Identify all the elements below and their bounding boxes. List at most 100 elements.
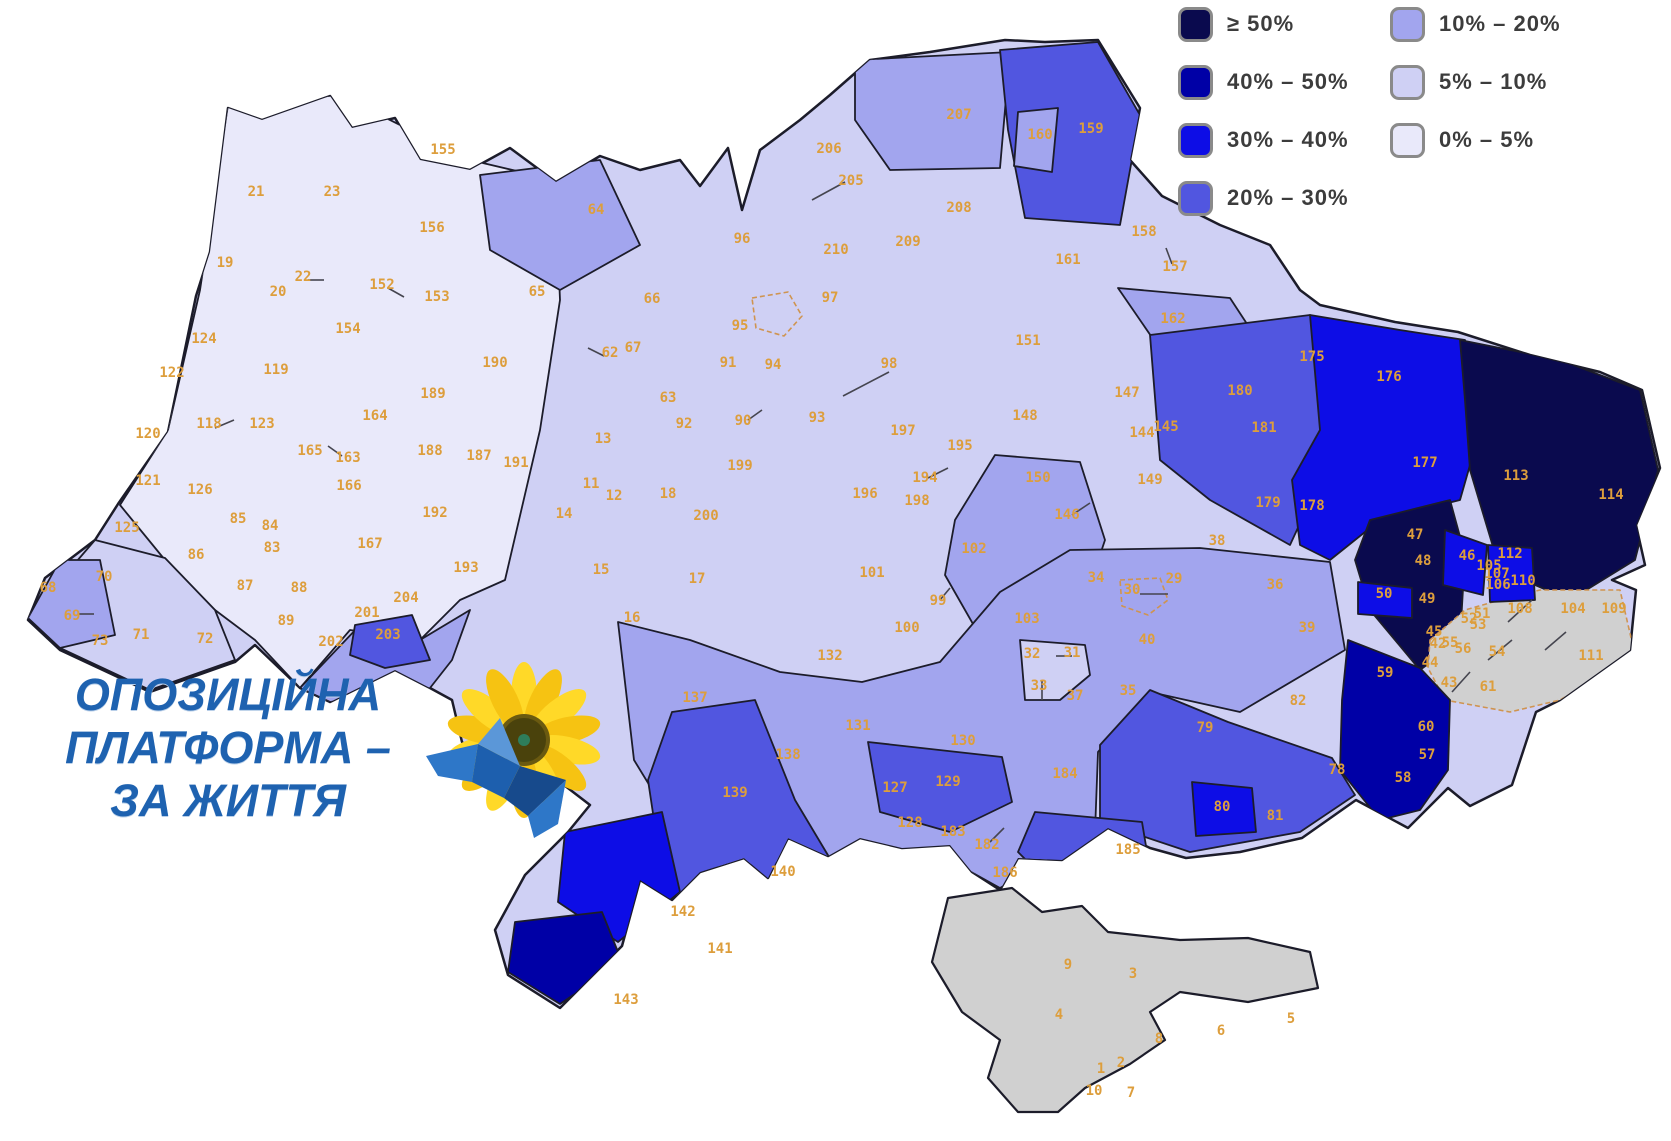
- legend-label: 5% – 10%: [1439, 69, 1548, 94]
- district-label-149: 149: [1137, 472, 1162, 488]
- district-label-125: 125: [114, 520, 139, 536]
- district-label-32: 32: [1024, 646, 1041, 662]
- district-label-130: 130: [950, 733, 975, 749]
- district-label-98: 98: [881, 356, 898, 372]
- district-label-97: 97: [822, 290, 839, 306]
- region-patch-sumy-north: [999, 41, 1141, 226]
- region-patch-dnipro-city-cluster: [1119, 577, 1169, 616]
- district-label-2: 2: [1117, 1055, 1125, 1071]
- district-label-56: 56: [1455, 641, 1472, 657]
- district-label-144: 144: [1129, 425, 1154, 441]
- party-logo-art: [426, 662, 601, 838]
- district-label-47: 47: [1407, 527, 1424, 543]
- district-label-195: 195: [947, 438, 972, 454]
- logo-line-2: ПЛАТФОРМА –: [65, 722, 391, 774]
- district-label-152: 152: [369, 277, 394, 293]
- district-label-180: 180: [1227, 383, 1252, 399]
- callout-line: [1507, 599, 1533, 623]
- district-label-12: 12: [606, 488, 623, 504]
- district-label-64: 64: [588, 202, 605, 218]
- district-label-124: 124: [191, 331, 216, 347]
- district-label-129: 129: [935, 774, 960, 790]
- logo-line-3: ЗА ЖИТТЯ: [110, 775, 346, 827]
- district-label-92: 92: [676, 416, 693, 432]
- district-label-126: 126: [187, 482, 212, 498]
- district-label-202: 202: [318, 634, 343, 650]
- district-label-157: 157: [1162, 259, 1187, 275]
- legend-swatch-e: [1390, 6, 1425, 42]
- district-label-96: 96: [734, 231, 751, 247]
- region-patch-donetsk-south: [1339, 639, 1451, 821]
- callout-line: [214, 419, 235, 429]
- district-label-111: 111: [1578, 648, 1603, 664]
- region-patches: [28, 41, 1659, 1005]
- district-label-99: 99: [930, 593, 947, 609]
- district-label-18: 18: [660, 486, 677, 502]
- district-label-23: 23: [324, 184, 341, 200]
- district-label-190: 190: [482, 355, 507, 371]
- district-label-205: 205: [838, 173, 863, 189]
- district-label-123: 123: [249, 416, 274, 432]
- district-label-59: 59: [1377, 665, 1394, 681]
- legend-swatch-a: [1178, 6, 1213, 42]
- district-label-78: 78: [1329, 762, 1346, 778]
- district-label-128: 128: [897, 815, 922, 831]
- district-label-6: 6: [1217, 1023, 1225, 1039]
- district-label-80: 80: [1214, 799, 1231, 815]
- district-label-185: 185: [1115, 842, 1140, 858]
- district-label-43: 43: [1441, 675, 1458, 691]
- district-label-45: 45: [1426, 624, 1443, 640]
- district-label-7: 7: [1127, 1085, 1135, 1101]
- legend-label: ≥ 50%: [1227, 11, 1295, 36]
- district-label-142: 142: [670, 904, 695, 920]
- district-label-10: 10: [1086, 1083, 1103, 1099]
- region-patch-azov-coast: [1099, 689, 1356, 853]
- district-label-143: 143: [613, 992, 638, 1008]
- district-label-53: 53: [1470, 617, 1487, 633]
- district-label-85: 85: [230, 511, 247, 527]
- district-label-40: 40: [1139, 632, 1156, 648]
- district-label-196: 196: [852, 486, 877, 502]
- party-logo-text: ОПОЗИЦІЙНА ПЛАТФОРМА – ЗА ЖИТТЯ: [18, 668, 438, 827]
- district-label-33: 33: [1031, 678, 1048, 694]
- district-label-187: 187: [466, 448, 491, 464]
- region-patch-shostka: [1013, 107, 1059, 173]
- district-label-49: 49: [1419, 591, 1436, 607]
- logo-line-1: ОПОЗИЦІЙНА: [74, 669, 382, 720]
- district-label-67: 67: [625, 340, 642, 356]
- district-label-194: 194: [912, 470, 937, 486]
- district-label-94: 94: [765, 357, 782, 373]
- district-label-70: 70: [96, 569, 113, 585]
- district-label-121: 121: [135, 473, 160, 489]
- district-label-108: 108: [1507, 601, 1532, 617]
- region-patch-mykolaiv-south: [867, 741, 1013, 833]
- district-label-154: 154: [335, 321, 360, 337]
- district-label-110: 110: [1510, 573, 1535, 589]
- district-label-208: 208: [946, 200, 971, 216]
- district-label-209: 209: [895, 234, 920, 250]
- district-label-91: 91: [720, 355, 737, 371]
- district-label-140: 140: [770, 864, 795, 880]
- district-label-104: 104: [1560, 601, 1585, 617]
- callout-line: [327, 445, 343, 457]
- district-label-188: 188: [417, 443, 442, 459]
- district-label-35: 35: [1120, 683, 1137, 699]
- district-label-11: 11: [583, 476, 600, 492]
- callout-line: [587, 347, 605, 357]
- district-label-203: 203: [375, 627, 400, 643]
- district-label-68: 68: [40, 580, 57, 596]
- district-label-3: 3: [1129, 966, 1137, 982]
- callout-line: [811, 181, 846, 201]
- district-label-189: 189: [420, 386, 445, 402]
- district-label-179: 179: [1255, 495, 1280, 511]
- district-label-114: 114: [1598, 487, 1623, 503]
- legend-item: 30% – 40%: [1178, 122, 1349, 158]
- district-label-52: 52: [1461, 611, 1478, 627]
- district-label-86: 86: [188, 547, 205, 563]
- district-label-201: 201: [354, 605, 379, 621]
- legend-swatch-d: [1178, 180, 1213, 216]
- district-label-93: 93: [809, 410, 826, 426]
- district-label-87: 87: [237, 578, 254, 594]
- callout-line: [842, 371, 890, 397]
- district-label-61: 61: [1480, 679, 1497, 695]
